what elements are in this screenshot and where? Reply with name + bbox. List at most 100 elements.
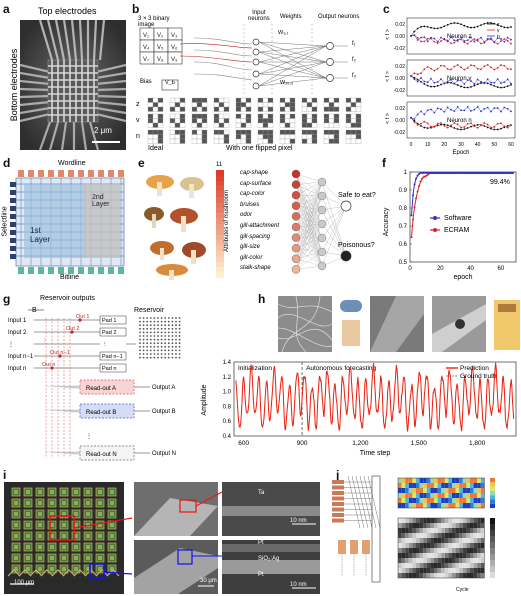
- reservoir-node: [146, 320, 149, 323]
- selectline-pad: [10, 198, 16, 203]
- connection: [295, 195, 323, 249]
- grid-pixel: [223, 129, 230, 135]
- zoom-box-blue-2: [177, 549, 193, 565]
- reservoir-node: [153, 317, 156, 319]
- connection: [295, 205, 323, 267]
- data-point: [496, 171, 499, 174]
- heatmap-cell: [473, 478, 478, 483]
- heatmap-cell: [408, 553, 413, 558]
- grid-pixel: [306, 102, 313, 108]
- heatmap-cell: [437, 558, 442, 563]
- scale-step: [216, 197, 224, 203]
- accuracy-chart: 1 0.9 0.8 0.7 0.6 0.50 20 40 60 epoch Accuracy 99.4…: [383, 170, 517, 281]
- reservoir-node: [175, 324, 177, 327]
- grid-pixel: [147, 118, 154, 124]
- tem-layer: [222, 544, 320, 552]
- scale-step: [216, 202, 224, 208]
- connection: [295, 205, 323, 211]
- reservoir-label: Reservoir: [134, 307, 165, 314]
- heatmap-cell: [470, 548, 474, 553]
- data-point: [425, 171, 428, 174]
- heatmap-cell: [473, 528, 478, 533]
- grid-pixel: [279, 138, 286, 144]
- reservoir-node: [178, 342, 181, 345]
- input-node: [291, 265, 301, 274]
- heatmap-cell: [405, 478, 409, 483]
- grid-pixel: [235, 97, 242, 103]
- grid-pixel: [279, 118, 286, 124]
- device-core: [74, 523, 78, 527]
- connection: [295, 209, 323, 217]
- data-point: [425, 174, 428, 177]
- wire: [355, 475, 369, 529]
- heatmap-cell: [412, 528, 416, 533]
- panel-label: g: [3, 292, 11, 306]
- heatmap-cell: [448, 563, 452, 568]
- reservoir-node: [160, 324, 163, 327]
- grid-pixel: [245, 122, 252, 128]
- reservoir-node: [149, 331, 152, 334]
- reservoir-node: [146, 317, 149, 319]
- device-core: [26, 545, 30, 549]
- subplot-frame: [406, 17, 516, 55]
- wire: [363, 475, 377, 529]
- grid-pixel: [333, 122, 340, 128]
- heatmap-cell: [398, 558, 402, 563]
- out-label: ⋮: [42, 338, 48, 344]
- selectline-label: Selectline: [1, 206, 9, 237]
- connection: [295, 195, 323, 238]
- tem-layer: [222, 560, 320, 574]
- reservoir-node: [153, 327, 156, 330]
- output-label: Output A: [152, 385, 175, 391]
- grid-pixel: [196, 102, 203, 108]
- heatmap-cell: [455, 543, 460, 548]
- panel-label: b: [132, 2, 140, 16]
- heatmap-cell: [477, 543, 481, 548]
- bitline-pad: [58, 267, 64, 274]
- heatmap-cell: [480, 523, 485, 528]
- heatmap-cell: [480, 568, 485, 573]
- bitline-pad: [88, 267, 94, 274]
- wire: [347, 475, 361, 529]
- output-f1: f₁: [352, 41, 356, 47]
- heatmap-cell: [408, 528, 413, 533]
- heatmap-cell: [416, 478, 420, 483]
- device-core: [50, 512, 54, 516]
- reservoir-node: [164, 327, 167, 330]
- attribute-label: gill-color: [240, 254, 263, 261]
- output-f3: f₃: [352, 73, 357, 79]
- grid-pixel: [328, 134, 335, 140]
- heatmap-cell: [477, 523, 481, 528]
- heatmap-cell: [437, 503, 442, 508]
- poison-label: Poisonous?: [338, 242, 375, 249]
- grid-pixel: [355, 134, 362, 140]
- reservoir-node: [164, 349, 167, 352]
- bond-pad: [7, 569, 21, 577]
- panel-b: b 3 × 3 binary image V₁ V₂ V₃ V₄ V₅ V₆ V₇ V₈ V₉ …: [130, 0, 380, 155]
- connection: [295, 265, 323, 270]
- prediction-series: [235, 362, 515, 432]
- heatmap-cell: [455, 478, 460, 483]
- grid-pixel: [147, 134, 154, 140]
- connection: [295, 173, 323, 239]
- heatmap-cell: [426, 543, 431, 548]
- heatmap-cell: [459, 518, 463, 523]
- panel-g: g Reservoir outputs B Reservoir Input 1 Pad …: [0, 288, 190, 464]
- heatmap-cell: [477, 553, 481, 558]
- heatmap-cell: [401, 553, 406, 558]
- grid-pixel: [323, 113, 330, 119]
- heatmap-cell: [444, 518, 449, 523]
- attribute-label: gill-spacing: [240, 233, 271, 240]
- out-label: Out 2: [66, 326, 79, 332]
- heatmap-cell: [419, 488, 424, 493]
- heatmap-cell: [470, 553, 474, 558]
- y-tick-label: 0.02: [395, 22, 405, 28]
- grid-pixel: [245, 118, 252, 124]
- reservoir-node: [164, 317, 167, 319]
- row-v: v: [136, 117, 140, 124]
- heatmap-cell: [480, 563, 485, 568]
- heatmap-cell: [459, 483, 463, 488]
- pad-box: [99, 315, 127, 325]
- y-tick-label: 0.00: [395, 118, 405, 124]
- grid-pixel: [323, 97, 330, 103]
